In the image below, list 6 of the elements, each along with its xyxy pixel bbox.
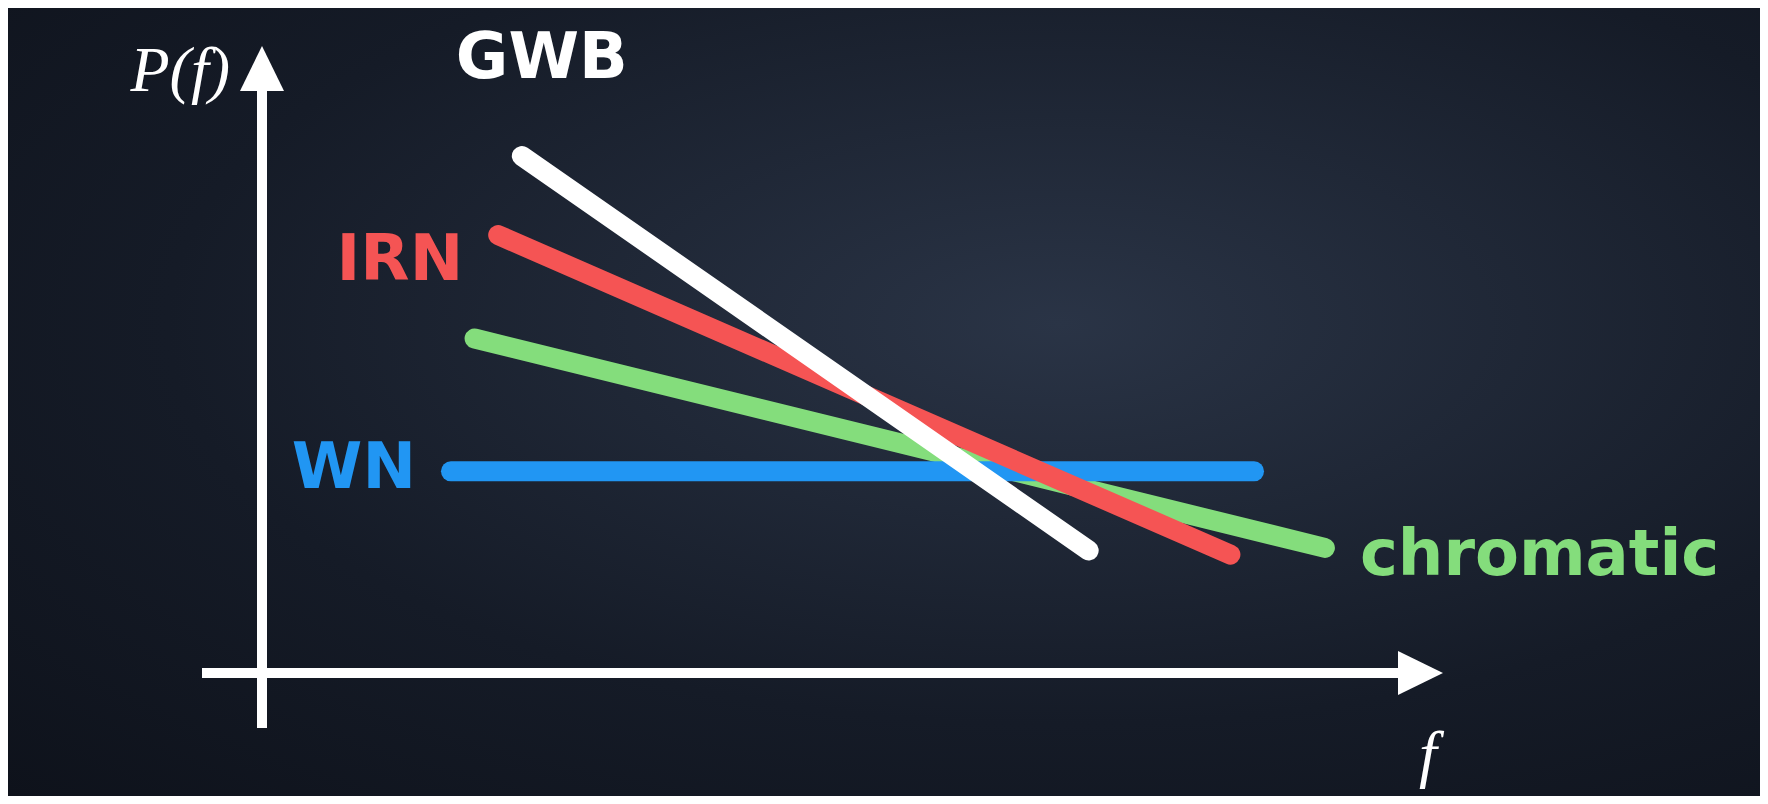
- series-label: IRN: [336, 220, 464, 295]
- series-label: WN: [291, 428, 416, 503]
- y-axis-title: P(f): [129, 33, 230, 105]
- series-label: GWB: [455, 18, 628, 93]
- x-axis-title: f: [1419, 717, 1446, 789]
- series-label: chromatic: [1359, 515, 1720, 590]
